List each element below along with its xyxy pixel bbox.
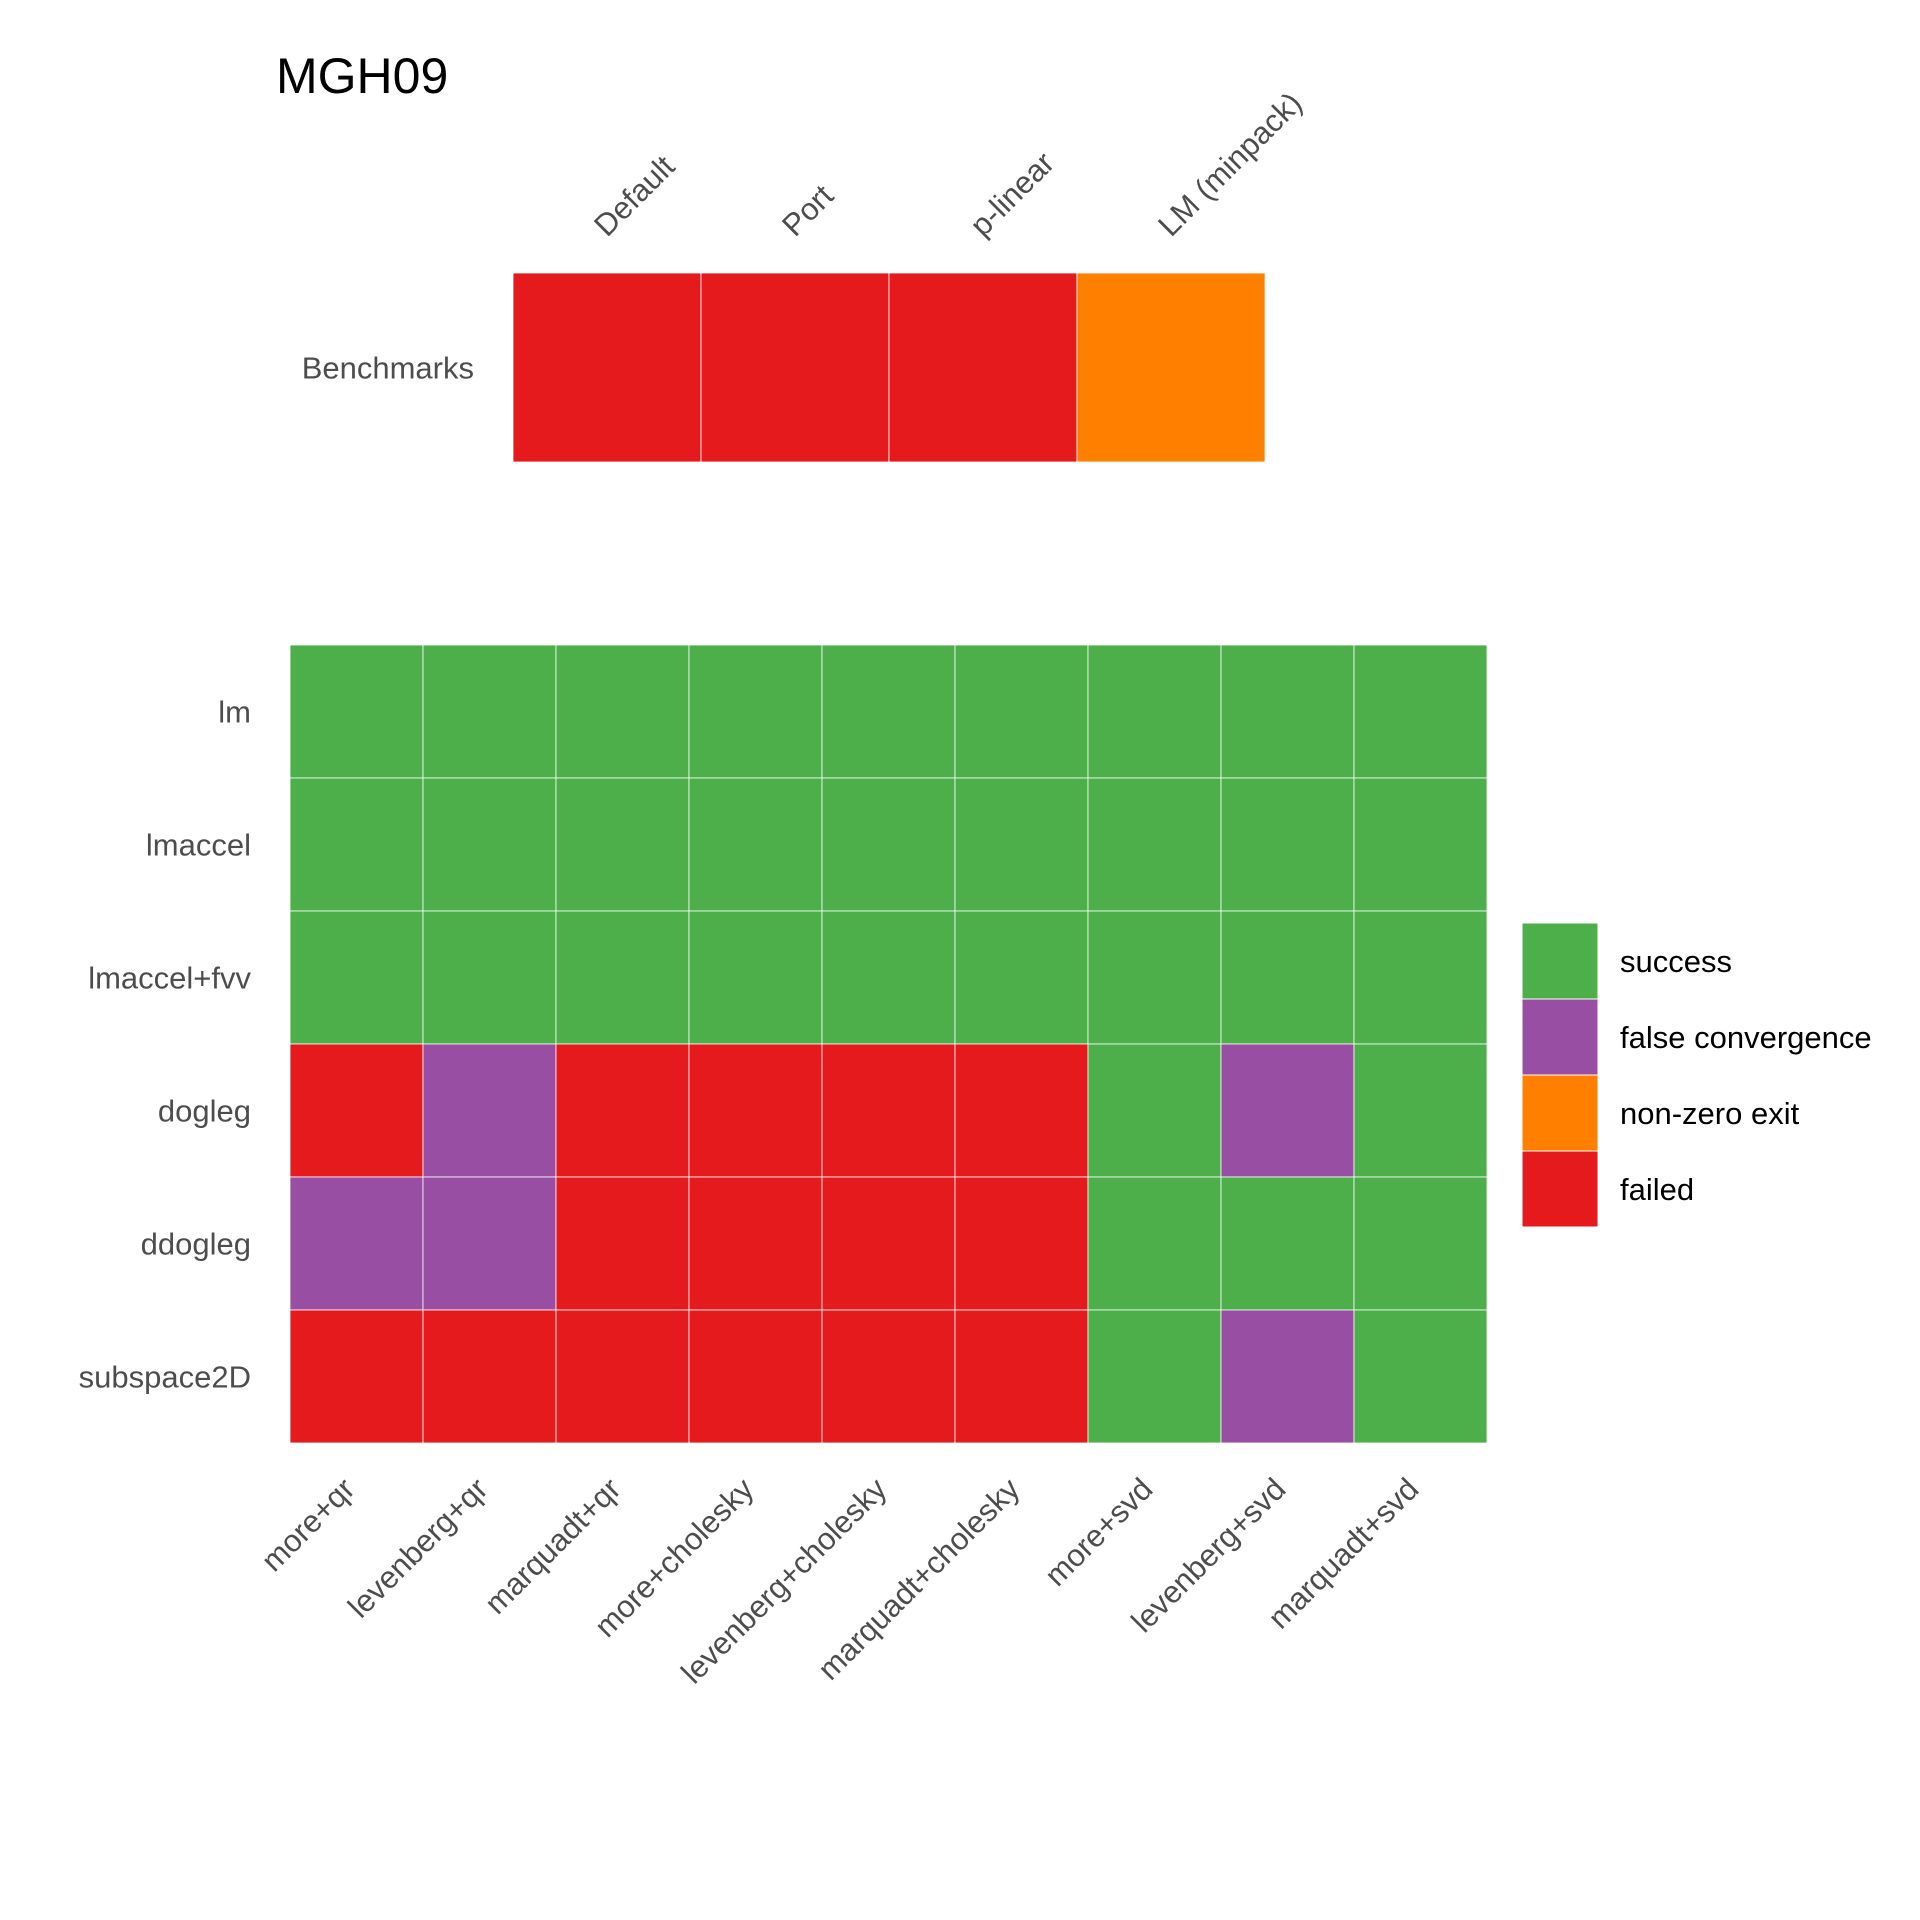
row-label-lmaccel-fvv: lmaccel+fvv (88, 961, 251, 996)
heatmap-cell-dogleg-more-cholesky (688, 1043, 823, 1178)
heatmap-cell-lmaccel-more-cholesky (688, 777, 823, 912)
row-label-dogleg: dogleg (158, 1094, 251, 1129)
legend: success false convergence non-zero exit fai… (1521, 922, 1872, 1228)
legend-key-non-zero-exit (1521, 1074, 1599, 1152)
legend-key-false-convergence (1521, 998, 1599, 1076)
heatmap-cell-lmaccel-fvv-levenberg-cholesky (821, 910, 956, 1045)
legend-label-failed: failed (1620, 1172, 1694, 1207)
heatmap-cell-dogleg-marquadt-cholesky (954, 1043, 1089, 1178)
column-label-default: Default (587, 148, 681, 242)
row-label-ddogleg: ddogleg (141, 1227, 251, 1262)
column-label-port: Port (775, 178, 840, 243)
heatmap-cell-benchmarks-default (512, 272, 702, 463)
heatmap-cell-benchmarks-lm-minpack (1076, 272, 1266, 463)
heatmap-cell-lmaccel-fvv-levenberg-qr (422, 910, 557, 1045)
column-label-more-svd: more+svd (1038, 1471, 1160, 1593)
heatmap-cell-dogleg-more-qr (289, 1043, 424, 1178)
heatmap-cell-ddogleg-marquadt-svd (1353, 1176, 1488, 1311)
heatmap-cell-lmaccel-marquadt-cholesky (954, 777, 1089, 912)
heatmap-cell-lmaccel-fvv-more-cholesky (688, 910, 823, 1045)
heatmap-cell-lmaccel-fvv-levenberg-svd (1220, 910, 1355, 1045)
heatmap-cell-dogleg-levenberg-svd (1220, 1043, 1355, 1178)
chart-title: MGH09 (276, 48, 448, 104)
heatmap-cell-ddogleg-levenberg-qr (422, 1176, 557, 1311)
row-label-subspace2d: subspace2D (79, 1360, 251, 1395)
heatmap-cell-lmaccel-marquadt-svd (1353, 777, 1488, 912)
column-label-more-qr: more+qr (254, 1471, 361, 1578)
heatmap-cell-lmaccel-fvv-marquadt-qr (555, 910, 690, 1045)
column-label-levenberg-qr: levenberg+qr (341, 1471, 494, 1624)
row-label-lm: lm (218, 695, 251, 730)
heatmap-cell-lm-more-cholesky (688, 644, 823, 779)
heatmap-cell-lmaccel-marquadt-qr (555, 777, 690, 912)
column-label-lm-minpack: LM (minpack) (1151, 85, 1309, 243)
legend-label-false-convergence: false convergence (1620, 1020, 1872, 1055)
heatmap-cell-subspace2d-levenberg-qr (422, 1309, 557, 1444)
legend-label-success: success (1620, 944, 1732, 979)
heatmap-cell-lmaccel-fvv-more-svd (1087, 910, 1222, 1045)
heatmap-cell-lm-more-qr (289, 644, 424, 779)
column-label-p-linear: p-linear (963, 145, 1061, 243)
heatmap-cell-subspace2d-levenberg-cholesky (821, 1309, 956, 1444)
legend-label-non-zero-exit: non-zero exit (1620, 1096, 1800, 1131)
heatmap-cell-subspace2d-marquadt-qr (555, 1309, 690, 1444)
heatmap-cell-benchmarks-port (700, 272, 890, 463)
heatmap-cell-subspace2d-more-qr (289, 1309, 424, 1444)
heatmap-cell-subspace2d-more-cholesky (688, 1309, 823, 1444)
heatmap-cell-lm-levenberg-cholesky (821, 644, 956, 779)
heatmap-cell-lmaccel-more-qr (289, 777, 424, 912)
heatmap-cell-lmaccel-fvv-marquadt-cholesky (954, 910, 1089, 1045)
heatmap-cell-lmaccel-fvv-marquadt-svd (1353, 910, 1488, 1045)
heatmap-cell-lm-levenberg-qr (422, 644, 557, 779)
heatmap-cell-lmaccel-levenberg-qr (422, 777, 557, 912)
heatmap-cell-dogleg-more-svd (1087, 1043, 1222, 1178)
methods-panel: lm lmaccel lmaccel+fvv dogleg ddogleg subspac… (79, 644, 1488, 1690)
heatmap-cell-ddogleg-more-cholesky (688, 1176, 823, 1311)
heatmap-cell-lmaccel-levenberg-svd (1220, 777, 1355, 912)
heatmap-cell-lm-levenberg-svd (1220, 644, 1355, 779)
benchmarks-panel: Benchmarks Default Port p-linear LM (minpack… (302, 85, 1309, 463)
legend-key-failed (1521, 1150, 1599, 1228)
heatmap-cell-lmaccel-more-svd (1087, 777, 1222, 912)
heatmap-cell-lmaccel-levenberg-cholesky (821, 777, 956, 912)
heatmap-cell-dogleg-levenberg-cholesky (821, 1043, 956, 1178)
legend-key-success (1521, 922, 1599, 1000)
heatmap-cell-ddogleg-levenberg-svd (1220, 1176, 1355, 1311)
heatmap-cell-lm-marquadt-qr (555, 644, 690, 779)
heatmap-cell-ddogleg-more-qr (289, 1176, 424, 1311)
row-label-lmaccel: lmaccel (146, 828, 251, 863)
heatmap-cell-dogleg-marquadt-svd (1353, 1043, 1488, 1178)
heatmap-cell-benchmarks-p-linear (888, 272, 1078, 463)
heatmap-cell-subspace2d-levenberg-svd (1220, 1309, 1355, 1444)
heatmap-cell-lm-marquadt-cholesky (954, 644, 1089, 779)
heatmap-cell-ddogleg-marquadt-cholesky (954, 1176, 1089, 1311)
heatmap-cell-ddogleg-marquadt-qr (555, 1176, 690, 1311)
heatmap-cell-dogleg-marquadt-qr (555, 1043, 690, 1178)
column-label-marquadt-qr: marquadt+qr (478, 1471, 628, 1621)
heatmap-cell-subspace2d-marquadt-svd (1353, 1309, 1488, 1444)
heatmap-cell-dogleg-levenberg-qr (422, 1043, 557, 1178)
heatmap-cell-ddogleg-more-svd (1087, 1176, 1222, 1311)
heatmap-cell-lm-marquadt-svd (1353, 644, 1488, 779)
heatmap-cell-subspace2d-more-svd (1087, 1309, 1222, 1444)
heatmap-cell-subspace2d-marquadt-cholesky (954, 1309, 1089, 1444)
heatmap-cell-lm-more-svd (1087, 644, 1222, 779)
heatmap-cell-lmaccel-fvv-more-qr (289, 910, 424, 1045)
row-label-benchmarks: Benchmarks (302, 351, 474, 386)
heatmap-cell-ddogleg-levenberg-cholesky (821, 1176, 956, 1311)
